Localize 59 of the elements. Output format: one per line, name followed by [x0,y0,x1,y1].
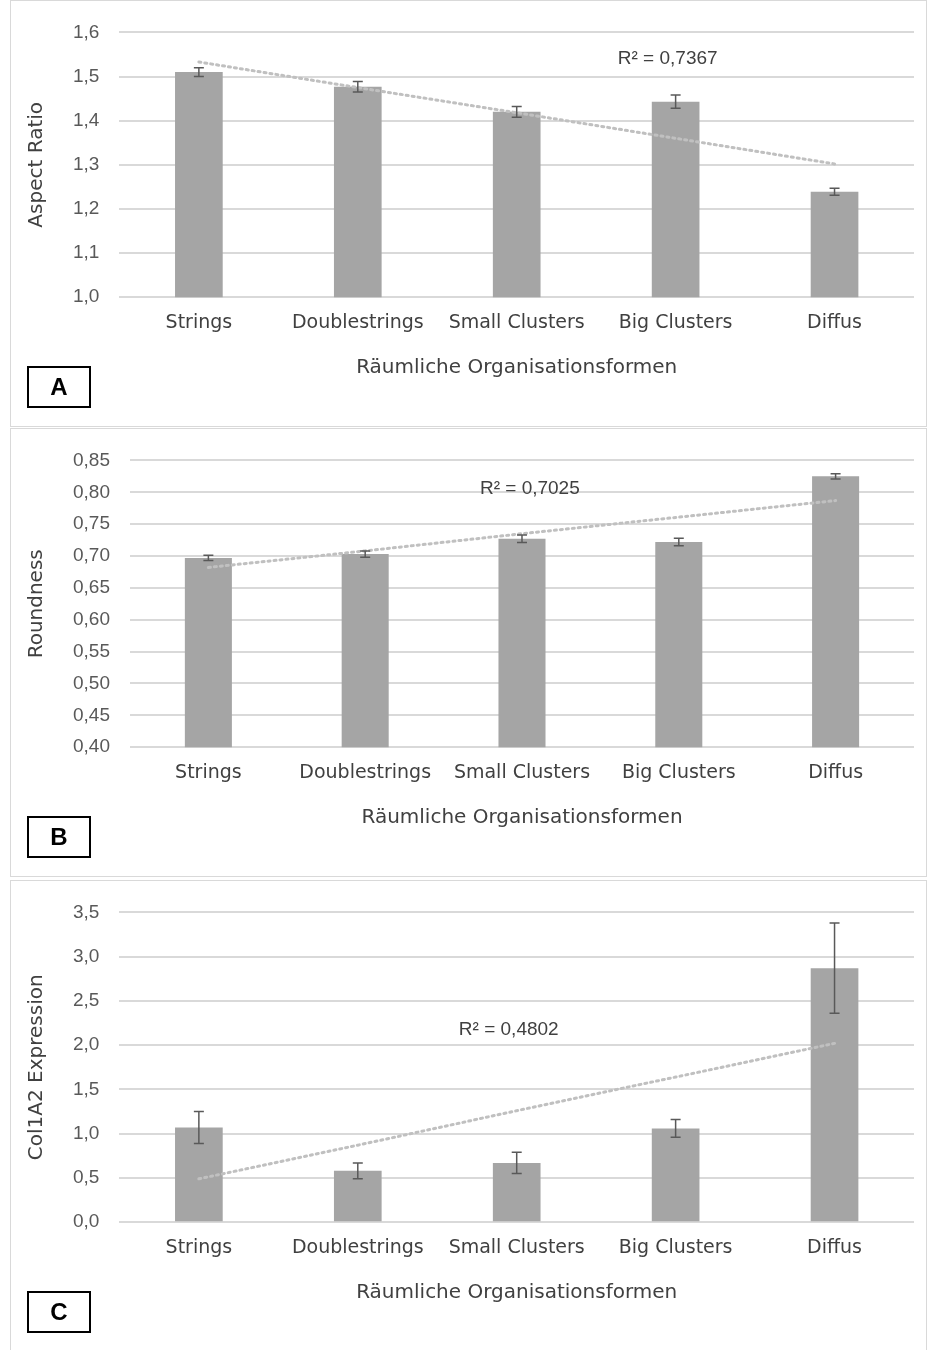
y-tick-label: 0,60 [73,607,110,629]
y-tick-label: 0,55 [73,639,110,661]
x-tick-label: Big Clusters [618,1234,733,1257]
text: C [27,1291,91,1333]
y-tick-label: 0,40 [73,735,110,757]
x-tick-label: Diffus [807,1234,863,1257]
x-tick-label: Strings [165,1234,233,1257]
x-tick-label: Doublestrings [291,1234,424,1257]
bar [333,1170,382,1222]
y-tick-label: 0,0 [72,1210,100,1232]
x-axis-title: Räumliche Organisationsformen [356,354,678,379]
bar [492,1162,541,1222]
y-tick-label: 2,0 [72,1033,100,1055]
y-tick-label: 1,1 [72,241,100,263]
y-tick-label: 0,75 [73,512,110,534]
text: A [27,366,91,408]
line-series [206,499,838,569]
bar [651,1128,700,1222]
y-tick-label: 0,65 [73,576,110,598]
x-tick-label: Strings [175,759,242,782]
x-tick-label: Strings [165,309,233,332]
x-tick-label: Doublestrings [291,309,424,332]
y-tick-label: 1,2 [72,197,100,219]
y-tick-label: 1,6 [72,20,100,42]
y-tick-label: 3,0 [72,944,100,966]
x-tick-label: Big Clusters [621,759,736,782]
y-axis-title: Roundness [23,549,48,659]
bar [810,968,859,1222]
annotation: R² = 0,4802 [458,1018,559,1040]
y-axis-title: Col1A2 Expression [23,974,48,1161]
x-tick-label: Big Clusters [618,309,733,332]
line-series [197,1041,837,1181]
y-tick-label: 0,85 [73,448,110,470]
y-tick-label: 1,5 [72,1077,100,1099]
y-tick-label: 1,0 [72,285,100,307]
y-tick-label: 1,4 [72,108,100,130]
x-tick-label: Small Clusters [448,309,585,332]
y-tick-label: 1,0 [72,1121,100,1143]
x-tick-label: Small Clusters [453,759,591,782]
y-tick-label: 0,70 [73,544,110,566]
annotation: R² = 0,7025 [479,477,580,499]
y-tick-label: 0,45 [73,703,110,725]
text: B [27,816,91,858]
x-axis-title: Räumliche Organisationsformen [356,1279,678,1304]
x-axis-title: Räumliche Organisationsformen [361,804,683,829]
y-axis-title: Aspect Ratio [23,101,48,228]
y-tick-label: 2,5 [72,989,100,1011]
y-tick-label: 0,5 [72,1166,100,1188]
annotation: R² = 0,7367 [617,47,718,69]
x-tick-label: Small Clusters [448,1234,585,1257]
bar [175,1127,223,1222]
y-tick-label: 0,80 [73,480,110,502]
y-tick-label: 1,5 [72,64,100,86]
x-tick-label: Diffus [808,759,864,782]
y-tick-label: 3,5 [72,900,100,922]
y-tick-label: 0,50 [73,671,110,693]
y-tick-label: 1,3 [72,153,100,175]
x-tick-label: Doublestrings [299,759,432,782]
x-tick-label: Diffus [807,309,863,332]
